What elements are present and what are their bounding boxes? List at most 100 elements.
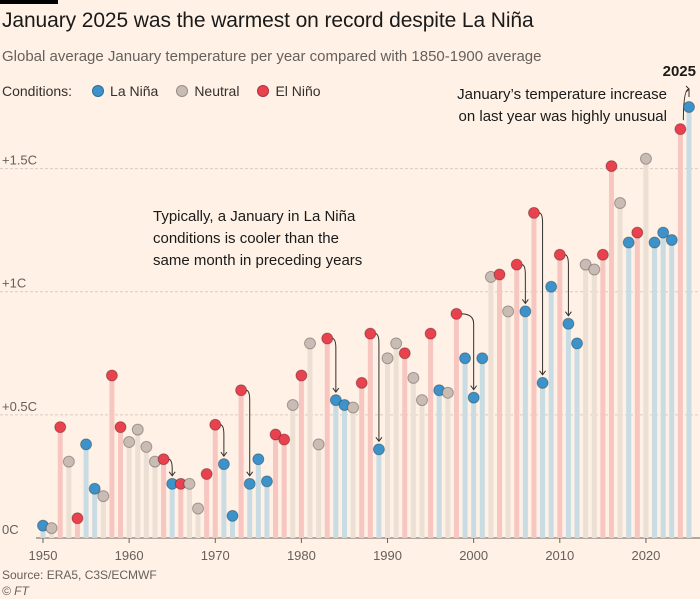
data-point: [321, 332, 334, 345]
data-point: [295, 369, 308, 382]
legend-item-label: El Niño: [275, 83, 321, 99]
arrow-head: [470, 385, 478, 391]
trend-arrow: [246, 389, 251, 476]
y-tick-label: +1C: [2, 276, 26, 291]
data-point: [527, 206, 540, 219]
data-point: [407, 371, 420, 384]
data-point: [372, 443, 385, 456]
data-point: [364, 327, 377, 340]
data-point: [596, 248, 609, 261]
data-point: [571, 337, 584, 350]
data-point: [252, 453, 265, 466]
la-nina-annotation-line: conditions is cooler than the: [153, 230, 339, 247]
la-nina-annotation-line: same month in preceding years: [153, 252, 362, 269]
data-point: [157, 453, 170, 466]
data-point: [545, 280, 558, 293]
data-point: [183, 477, 196, 490]
data-point: [502, 305, 515, 318]
legend-label: Conditions:: [2, 83, 73, 99]
data-point: [562, 317, 575, 330]
x-tick-label: 1980: [287, 548, 316, 563]
data-point: [347, 401, 360, 414]
trend-arrow: [168, 458, 173, 476]
data-point: [217, 458, 230, 471]
ft-top-bar: [0, 0, 58, 4]
data-point: [441, 386, 454, 399]
trend-arrow: [461, 313, 475, 390]
year-2025-annotation-line: January’s temperature increase: [457, 86, 667, 103]
arrow-head: [168, 471, 176, 477]
data-point: [260, 475, 273, 488]
x-tick-label: 2000: [459, 548, 488, 563]
data-point: [398, 347, 411, 360]
data-point: [657, 226, 670, 239]
data-point: [674, 123, 687, 136]
x-tick-label: 1970: [201, 548, 230, 563]
legend-item-la-nina: La Niña: [92, 83, 158, 99]
trend-arrow: [521, 264, 526, 304]
el-nino-swatch: [257, 85, 270, 97]
data-point: [639, 152, 652, 165]
data-point: [519, 305, 532, 318]
data-point: [355, 376, 368, 389]
data-point: [71, 512, 84, 525]
year-2025-annotation-line: on last year was highly unusual: [459, 108, 667, 125]
data-point: [381, 352, 394, 365]
arrow-head: [685, 85, 690, 93]
data-point: [88, 482, 101, 495]
arrow-head: [539, 370, 546, 376]
data-point: [622, 236, 635, 249]
arrow-head: [246, 471, 254, 477]
data-point: [269, 428, 282, 441]
data-point: [424, 327, 437, 340]
arrow-head: [220, 451, 228, 457]
data-point: [588, 263, 601, 276]
data-point: [329, 394, 342, 407]
data-point: [140, 440, 153, 453]
data-point: [105, 369, 118, 382]
data-point: [80, 438, 93, 451]
data-point: [415, 394, 428, 407]
data-point: [114, 421, 127, 434]
data-point: [226, 509, 239, 522]
arrow-head: [521, 299, 529, 305]
data-point: [614, 197, 627, 210]
data-point: [579, 258, 592, 271]
data-point: [304, 337, 317, 350]
data-point: [131, 423, 144, 436]
y-tick-label: +1.5C: [2, 153, 37, 168]
data-point: [683, 101, 695, 113]
chart-subtitle: Global average January temperature per y…: [2, 48, 542, 65]
data-point: [553, 248, 566, 261]
data-point: [648, 236, 661, 249]
data-point: [235, 384, 248, 397]
data-point: [493, 268, 506, 281]
arrow-head: [375, 437, 383, 443]
chart-title: January 2025 was the warmest on record d…: [2, 9, 534, 32]
data-point: [200, 467, 213, 480]
trend-arrow: [220, 424, 225, 457]
data-point: [123, 435, 136, 448]
data-point: [192, 502, 205, 515]
x-tick-label: 2020: [631, 548, 660, 563]
data-point: [631, 226, 644, 239]
neutral-swatch: [176, 85, 189, 97]
data-point: [286, 399, 299, 412]
trend-arrow: [538, 212, 544, 375]
data-point: [62, 455, 75, 468]
y-tick-label: 0C: [2, 522, 19, 537]
legend: Conditions: La Niña Neutral El Niño: [2, 82, 339, 100]
data-point: [510, 258, 523, 271]
x-tick-label: 1990: [373, 548, 402, 563]
data-point: [605, 160, 618, 173]
trend-arrow: [564, 254, 569, 316]
data-point: [450, 307, 463, 320]
data-point: [665, 233, 678, 246]
data-point: [209, 418, 222, 431]
data-point: [278, 433, 291, 446]
arrow-head: [332, 387, 340, 393]
data-point: [312, 438, 325, 451]
data-point: [390, 337, 403, 350]
la-nina-annotation-line: Typically, a January in La Niña: [153, 208, 356, 225]
y-tick-label: +0.5C: [2, 399, 37, 414]
